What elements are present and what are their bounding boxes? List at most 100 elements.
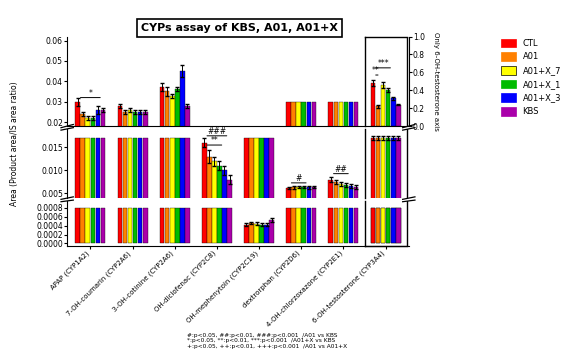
Bar xyxy=(91,118,95,163)
Bar xyxy=(123,208,127,244)
Text: ###: ### xyxy=(207,127,227,136)
Bar xyxy=(371,83,376,126)
Bar xyxy=(175,208,179,244)
Bar xyxy=(265,225,269,244)
Bar xyxy=(381,138,385,217)
Bar xyxy=(259,225,264,244)
Bar xyxy=(100,208,105,244)
Bar xyxy=(207,208,211,244)
Bar xyxy=(180,208,185,244)
Bar xyxy=(391,208,395,244)
Text: **: ** xyxy=(210,136,218,145)
Bar xyxy=(301,208,306,244)
Bar xyxy=(312,208,316,244)
Bar xyxy=(117,106,122,163)
Bar xyxy=(202,208,207,244)
Bar xyxy=(286,208,291,244)
Bar xyxy=(81,138,85,217)
Bar xyxy=(376,138,380,217)
Text: #: # xyxy=(296,174,302,183)
Bar xyxy=(391,208,395,244)
Bar xyxy=(96,138,100,217)
Bar xyxy=(75,208,80,244)
Bar xyxy=(396,138,401,217)
Bar xyxy=(343,185,348,217)
Bar xyxy=(117,208,122,244)
Bar xyxy=(349,186,353,217)
Bar xyxy=(297,102,301,163)
Bar xyxy=(165,208,169,244)
Bar xyxy=(165,92,169,163)
Bar xyxy=(396,208,401,244)
Bar xyxy=(259,138,264,217)
Bar xyxy=(269,220,274,244)
Text: *: * xyxy=(88,88,92,98)
Bar xyxy=(212,161,217,217)
Bar xyxy=(138,112,142,163)
Bar xyxy=(391,138,395,217)
Bar xyxy=(128,110,133,163)
Bar xyxy=(376,208,380,244)
Bar xyxy=(291,102,296,163)
Bar xyxy=(123,138,127,217)
Bar xyxy=(81,114,85,163)
Bar xyxy=(371,208,376,244)
Bar xyxy=(286,188,291,217)
Bar xyxy=(297,208,301,244)
Bar xyxy=(175,138,179,217)
Bar xyxy=(269,138,274,217)
Bar xyxy=(96,110,100,163)
Bar xyxy=(85,118,90,163)
Bar xyxy=(307,187,311,217)
Bar xyxy=(123,112,127,163)
Bar xyxy=(307,208,311,244)
Bar xyxy=(381,85,385,126)
Bar xyxy=(202,143,207,217)
Text: Area (Product area/IS area ratio): Area (Product area/IS area ratio) xyxy=(10,81,19,206)
Bar xyxy=(328,102,333,163)
Bar xyxy=(244,225,249,244)
Bar xyxy=(165,138,169,217)
Bar xyxy=(100,110,105,163)
Bar xyxy=(349,208,353,244)
Bar xyxy=(307,102,311,163)
Bar xyxy=(349,102,353,163)
Bar xyxy=(265,138,269,217)
Text: ***: *** xyxy=(377,59,389,68)
Bar xyxy=(386,138,391,217)
Bar xyxy=(100,138,105,217)
Bar xyxy=(185,106,190,163)
Bar xyxy=(301,187,306,217)
Text: CYPs assay of KBS, A01, A01+X: CYPs assay of KBS, A01, A01+X xyxy=(141,23,338,33)
Bar xyxy=(386,208,391,244)
Bar xyxy=(254,138,259,217)
Bar xyxy=(333,102,338,163)
Text: **: ** xyxy=(371,66,380,75)
Bar xyxy=(138,138,142,217)
Bar xyxy=(133,112,137,163)
Bar xyxy=(217,166,222,217)
Bar xyxy=(160,138,164,217)
Bar xyxy=(160,208,164,244)
Bar xyxy=(286,102,291,163)
Bar xyxy=(180,71,185,163)
Bar xyxy=(160,87,164,163)
Bar xyxy=(249,138,254,217)
Bar xyxy=(376,106,380,126)
Bar xyxy=(170,138,175,217)
Bar xyxy=(143,138,148,217)
Bar xyxy=(339,184,343,217)
Bar xyxy=(143,208,148,244)
Bar xyxy=(128,208,133,244)
Bar xyxy=(386,208,391,244)
Bar xyxy=(312,102,316,163)
Bar xyxy=(381,208,385,244)
Bar xyxy=(85,208,90,244)
Bar xyxy=(381,208,385,244)
Bar xyxy=(143,112,148,163)
Bar xyxy=(75,102,80,163)
Bar xyxy=(396,105,401,126)
Legend: CTL, A01, A01+X_7, A01+X_1, A01+X_3, KBS: CTL, A01, A01+X_7, A01+X_1, A01+X_3, KBS xyxy=(498,36,564,119)
Bar xyxy=(217,208,222,244)
Bar xyxy=(354,102,359,163)
